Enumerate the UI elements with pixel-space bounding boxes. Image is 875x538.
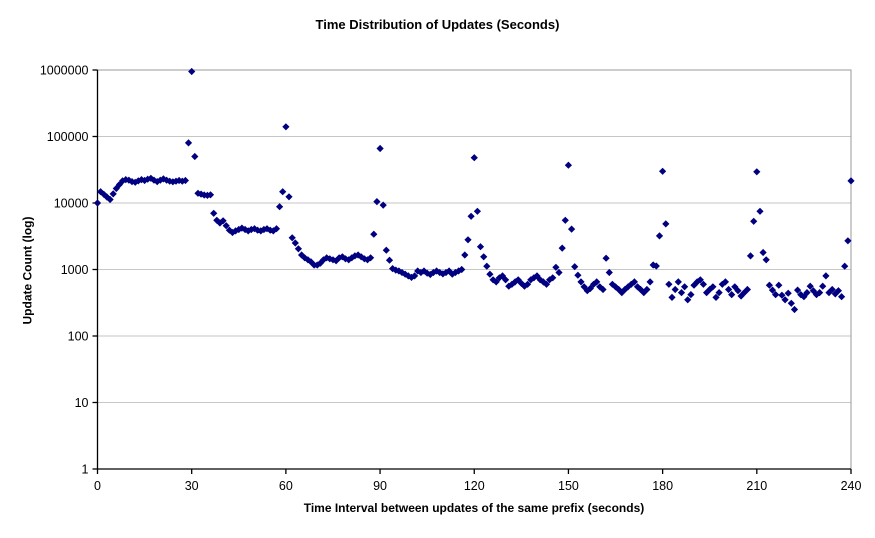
x-tick-label: 180 (652, 479, 673, 493)
y-tick-label: 1 (82, 463, 89, 477)
x-tick-label: 30 (185, 479, 199, 493)
x-tick-label: 240 (841, 479, 862, 493)
x-tick-label: 0 (94, 479, 101, 493)
y-tick-label: 1000 (61, 263, 89, 277)
x-tick-label: 150 (558, 479, 579, 493)
data-points-series (93, 67, 855, 314)
y-tick-label: 10 (75, 396, 89, 410)
y-tick-label: 1000000 (40, 64, 89, 78)
y-axis-title: Update Count (log) (20, 216, 35, 325)
x-axis-title: Time Interval between updates of the sam… (303, 501, 645, 515)
chart-title: Time Distribution of Updates (Seconds) (315, 17, 560, 32)
x-tick-label: 210 (746, 479, 767, 493)
x-tick-label: 60 (279, 479, 293, 493)
x-tick-label: 120 (464, 479, 485, 493)
x-tick-label: 90 (373, 479, 387, 493)
y-tick-label: 10000 (54, 197, 89, 211)
y-tick-label: 100 (68, 330, 89, 344)
y-tick-label: 100000 (47, 130, 89, 144)
